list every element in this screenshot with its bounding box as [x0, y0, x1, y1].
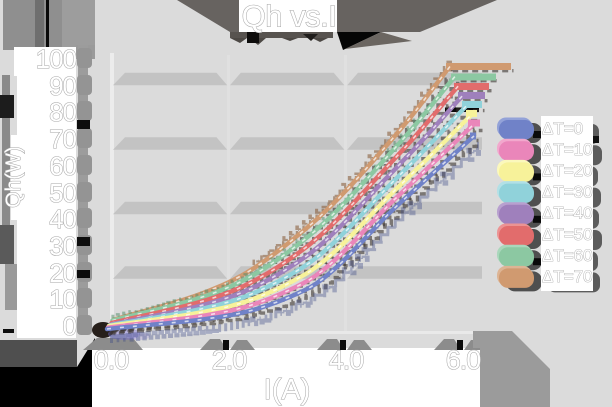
svg-text:4.0: 4.0	[329, 345, 364, 375]
svg-text:10: 10	[49, 284, 76, 314]
svg-text:0.0: 0.0	[94, 345, 129, 375]
svg-text:80: 80	[49, 97, 76, 127]
svg-text:2.0: 2.0	[212, 345, 247, 375]
svg-text:100: 100	[36, 44, 77, 74]
svg-text:20: 20	[49, 258, 76, 288]
svg-text:0: 0	[63, 311, 77, 341]
svg-text:ΔT=0: ΔT=0	[542, 119, 583, 138]
svg-text:I(A): I(A)	[264, 374, 311, 406]
svg-text:ΔT=40: ΔT=40	[542, 204, 593, 223]
svg-text:60: 60	[49, 151, 76, 181]
svg-text:ΔT=60: ΔT=60	[542, 246, 593, 265]
svg-text:90: 90	[49, 71, 76, 101]
svg-text:70: 70	[49, 124, 76, 154]
svg-text:ΔT=70: ΔT=70	[542, 267, 593, 286]
svg-text:ΔT=30: ΔT=30	[542, 182, 593, 201]
svg-text:30: 30	[49, 231, 76, 261]
svg-text:6.0: 6.0	[446, 345, 481, 375]
svg-text:ΔT=20: ΔT=20	[542, 161, 593, 180]
svg-text:40: 40	[49, 204, 76, 234]
svg-text:ΔT=50: ΔT=50	[542, 225, 593, 244]
svg-text:ΔT=10: ΔT=10	[542, 140, 593, 159]
svg-text:50: 50	[49, 178, 76, 208]
svg-text:Qh(W): Qh(W)	[2, 146, 25, 208]
svg-text:Qh vs.I: Qh vs.I	[242, 0, 337, 34]
